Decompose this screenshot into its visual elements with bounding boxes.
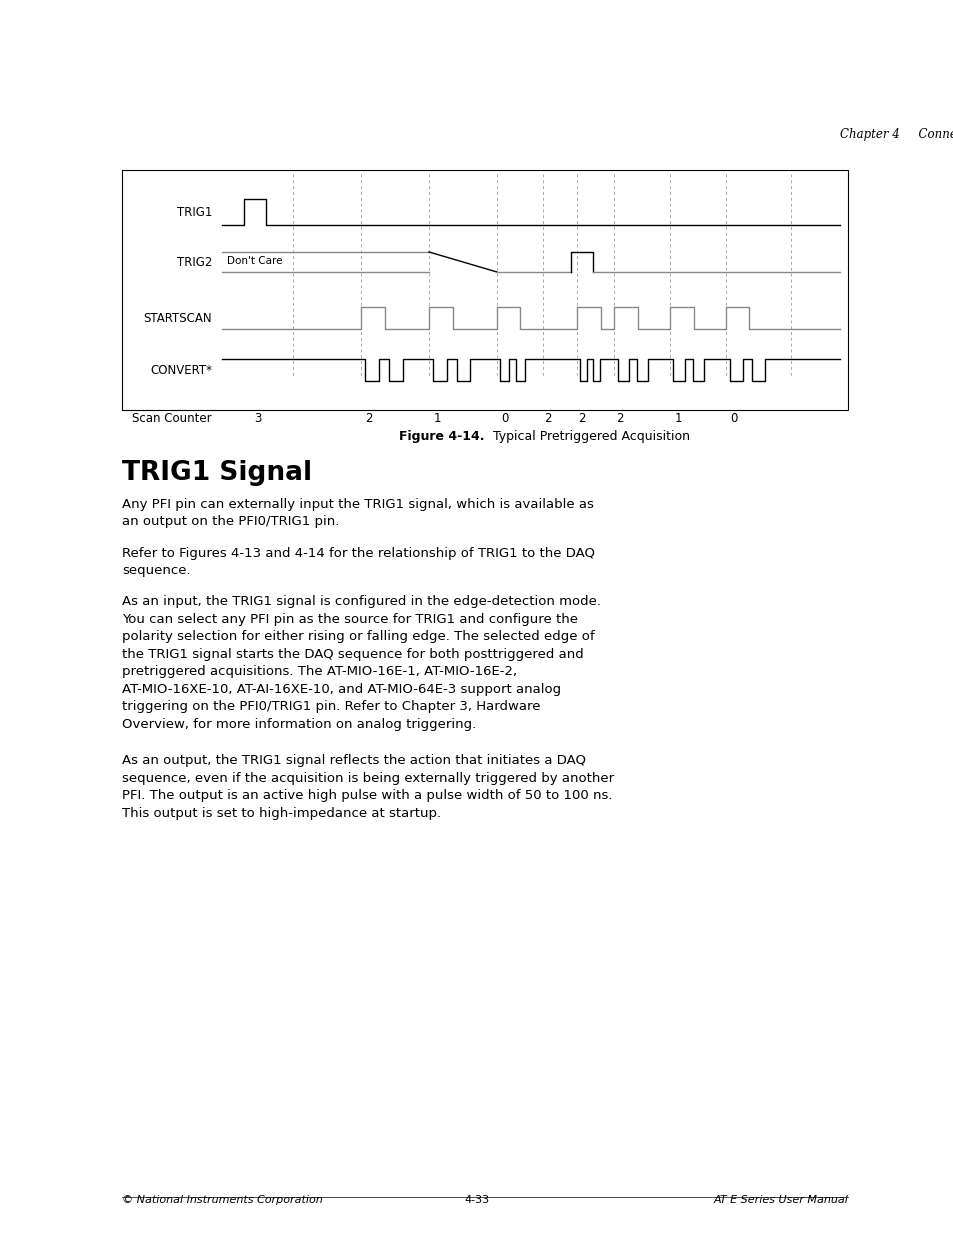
Text: Chapter 4     Connecting Signals: Chapter 4 Connecting Signals bbox=[840, 128, 953, 141]
Bar bbox=[122, 170, 847, 410]
Text: AT E Series User Manual: AT E Series User Manual bbox=[713, 1195, 847, 1205]
Text: 2: 2 bbox=[615, 411, 622, 425]
Text: Typical Pretriggered Acquisition: Typical Pretriggered Acquisition bbox=[484, 430, 689, 443]
Text: TRIG2: TRIG2 bbox=[176, 256, 212, 268]
Text: Refer to Figures 4-13 and 4-14 for the relationship of TRIG1 to the DAQ
sequence: Refer to Figures 4-13 and 4-14 for the r… bbox=[122, 547, 595, 577]
Text: 1: 1 bbox=[433, 411, 440, 425]
Text: Don't Care: Don't Care bbox=[227, 256, 282, 266]
Text: 2: 2 bbox=[365, 411, 373, 425]
Text: 0: 0 bbox=[729, 411, 737, 425]
Text: 3: 3 bbox=[253, 411, 261, 425]
Text: Scan Counter: Scan Counter bbox=[132, 411, 212, 425]
Text: TRIG1: TRIG1 bbox=[176, 205, 212, 219]
Text: TRIG1 Signal: TRIG1 Signal bbox=[122, 459, 312, 487]
Text: 2: 2 bbox=[578, 411, 585, 425]
Text: 0: 0 bbox=[500, 411, 508, 425]
Text: As an input, the TRIG1 signal is configured in the edge-detection mode.
You can : As an input, the TRIG1 signal is configu… bbox=[122, 595, 600, 731]
Text: As an output, the TRIG1 signal reflects the action that initiates a DAQ
sequence: As an output, the TRIG1 signal reflects … bbox=[122, 755, 614, 820]
Text: 1: 1 bbox=[674, 411, 681, 425]
Text: 4-33: 4-33 bbox=[464, 1195, 489, 1205]
Text: Figure 4-14.: Figure 4-14. bbox=[399, 430, 484, 443]
Text: Any PFI pin can externally input the TRIG1 signal, which is available as
an outp: Any PFI pin can externally input the TRI… bbox=[122, 498, 594, 529]
Text: CONVERT*: CONVERT* bbox=[150, 363, 212, 377]
Text: © National Instruments Corporation: © National Instruments Corporation bbox=[122, 1195, 322, 1205]
Text: 2: 2 bbox=[544, 411, 552, 425]
Text: STARTSCAN: STARTSCAN bbox=[143, 311, 212, 325]
